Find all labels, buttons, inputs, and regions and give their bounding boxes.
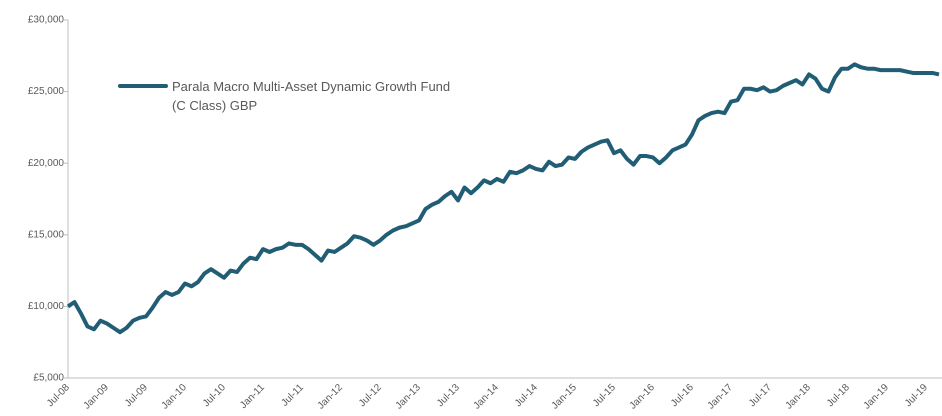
y-tick-label: £10,000 <box>28 301 65 312</box>
x-tick-label: Jan-16 <box>628 382 658 412</box>
x-tick-label: Jul-11 <box>279 382 306 409</box>
x-tick-label: Jul-08 <box>45 382 72 409</box>
x-tick-label: Jan-17 <box>706 382 736 412</box>
x-tick-label: Jan-10 <box>160 382 190 412</box>
x-tick-label: Jul-18 <box>825 382 852 409</box>
x-tick-label: Jul-19 <box>903 382 930 409</box>
y-tick-label: £20,000 <box>28 158 65 169</box>
y-tick-label: £30,000 <box>28 15 65 26</box>
y-tick-label: £5,000 <box>33 373 64 384</box>
x-tick-label: Jul-12 <box>357 382 384 409</box>
x-tick-label: Jul-09 <box>123 382 150 409</box>
x-tick-label: Jan-18 <box>784 382 814 412</box>
x-tick-label: Jul-14 <box>513 382 540 409</box>
legend-label: Parala Macro Multi-Asset Dynamic Growth … <box>172 79 451 113</box>
x-tick-label: Jan-19 <box>862 382 892 412</box>
x-tick-label: Jan-15 <box>550 382 580 412</box>
x-tick-label: Jan-09 <box>82 382 112 412</box>
x-tick-label: Jan-14 <box>472 382 502 412</box>
x-tick-label: Jul-17 <box>747 382 774 409</box>
x-tick-label: Jan-13 <box>394 382 424 412</box>
x-tick-label: Jul-16 <box>669 382 696 409</box>
x-tick-label: Jul-15 <box>591 382 618 409</box>
x-tick-label: Jan-12 <box>316 382 346 412</box>
y-tick-label: £15,000 <box>28 229 65 240</box>
x-tick-label: Jul-13 <box>435 382 462 409</box>
data-line <box>66 62 940 335</box>
x-tick-label: Jul-10 <box>201 382 228 409</box>
x-tick-label: Jan-11 <box>238 382 267 411</box>
y-tick-label: £25,000 <box>28 86 65 97</box>
